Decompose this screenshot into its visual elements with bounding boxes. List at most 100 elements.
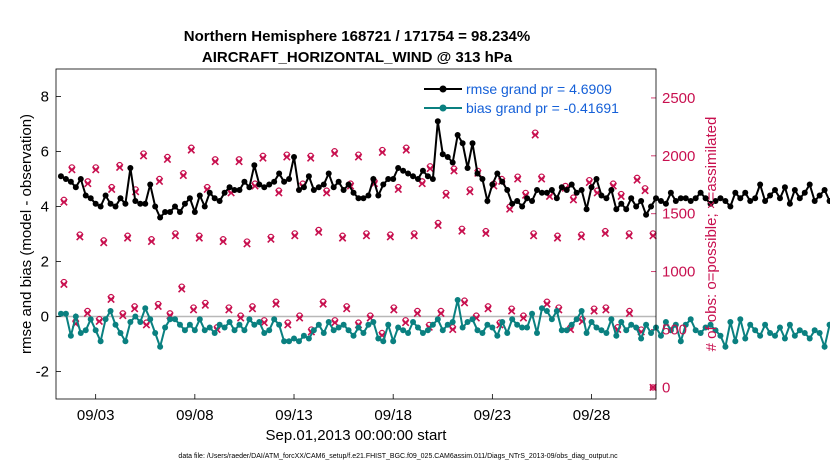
obs-assimilated-marker: [448, 325, 457, 334]
bias-point: [405, 330, 412, 336]
rmse-point: [92, 200, 99, 207]
rmse-point: [826, 198, 830, 204]
rmse-point: [529, 198, 536, 204]
obs-assimilated-marker: [163, 155, 172, 164]
rmse-point: [613, 206, 620, 213]
x-tick-label: 09/08: [176, 407, 214, 424]
obs-assimilated-marker: [243, 240, 251, 248]
rmse-point: [801, 189, 808, 196]
chart-title-line1: Northern Hemisphere 168721 / 171754 = 98…: [184, 28, 530, 45]
rmse-point: [57, 173, 64, 180]
bias-point: [717, 332, 724, 339]
rmse-point: [474, 170, 481, 177]
rmse-point: [375, 192, 382, 199]
data-file-footer: data file: /Users/raeder/DAI/ATM_forcXX/…: [178, 453, 618, 460]
bias-point: [662, 319, 669, 325]
rmse-point: [583, 206, 590, 213]
obs-assimilated-marker: [390, 306, 398, 314]
bias-point: [345, 327, 352, 334]
obs-assimilated-marker: [362, 231, 371, 240]
bias-point: [687, 316, 694, 323]
rmse-point: [241, 178, 248, 185]
y-left-axis-label: rmse and bias (model - observation): [18, 114, 35, 354]
bias-point: [261, 330, 268, 336]
obs-assimilated-marker: [306, 154, 315, 162]
y-left-tick-label: 8: [41, 89, 49, 106]
bias-point: [107, 308, 114, 314]
bias-point: [449, 319, 456, 325]
obs-assimilated-marker: [601, 229, 610, 238]
obs-assimilated-marker: [139, 152, 148, 160]
bias-point: [340, 321, 347, 328]
bias-point: [791, 332, 798, 339]
bias-point: [657, 332, 664, 339]
bias-point: [77, 330, 84, 336]
rmse-point: [266, 181, 273, 188]
rmse-point: [752, 195, 759, 202]
rmse-point: [811, 198, 818, 204]
rmse-bias-series: [57, 118, 830, 351]
legend-bias-marker: [439, 104, 447, 112]
bias-point: [489, 324, 496, 331]
rmse-point: [221, 189, 228, 196]
obs-assimilated-marker: [529, 231, 538, 240]
rmse-point: [355, 195, 362, 202]
obs-assimilated-marker: [442, 191, 450, 199]
y-right-tick-label: 1000: [662, 264, 695, 281]
rmse-point: [479, 176, 486, 182]
rmse-point: [548, 187, 555, 193]
rmse-point: [231, 187, 238, 193]
rmse-point: [514, 198, 521, 204]
bias-point: [286, 338, 293, 345]
legend-rmse-label: rmse grand pr = 4.6909: [466, 81, 612, 97]
obs-assimilated-marker: [378, 148, 387, 157]
rmse-point: [167, 209, 174, 215]
rmse-point: [325, 170, 332, 177]
rmse-point: [172, 203, 179, 210]
rmse-point: [623, 206, 630, 213]
rmse-point: [360, 195, 367, 202]
obs-assimilated-marker: [633, 176, 641, 184]
bias-point: [727, 319, 734, 325]
bias-point: [395, 324, 402, 331]
obs-assimilated-marker: [99, 238, 108, 247]
bias-point: [370, 319, 377, 325]
obs-assimilated-marker: [394, 185, 403, 194]
bias-point: [747, 321, 754, 328]
rmse-point: [410, 173, 417, 180]
rmse-point: [380, 181, 387, 188]
obs-assimilated-marker: [291, 231, 299, 240]
rmse-point: [236, 187, 243, 193]
rmse-point: [449, 159, 456, 166]
bias-point: [811, 327, 818, 334]
bias-point: [533, 330, 540, 336]
rmse-point: [821, 187, 828, 193]
y-left-tick-label: 6: [41, 144, 49, 161]
rmse-point: [365, 192, 372, 199]
rmse-point: [181, 200, 188, 207]
rmse-point: [152, 203, 159, 210]
obs-assimilated-marker: [434, 221, 442, 230]
obs-assimilated-marker: [236, 314, 245, 322]
bias-point: [479, 330, 486, 336]
bias-point: [320, 330, 327, 336]
rmse-point: [553, 195, 560, 202]
bias-point: [702, 324, 709, 331]
rmse-point: [628, 195, 635, 202]
bias-point: [568, 321, 575, 328]
rmse-point: [588, 184, 595, 191]
bias-point: [191, 327, 198, 334]
bias-point: [722, 343, 729, 350]
obs-assimilated-marker: [130, 304, 139, 313]
bias-point: [62, 310, 69, 317]
bias-point: [573, 316, 580, 323]
rmse-point: [211, 195, 218, 202]
y-left-tick-labels: -2 0 2 4 6 8: [36, 89, 49, 381]
obs-assimilated-marker: [179, 171, 188, 180]
rmse-point: [593, 176, 600, 182]
rmse-point: [315, 184, 322, 191]
bias-point: [439, 327, 446, 334]
rmse-point: [147, 181, 154, 188]
bias-point: [519, 324, 526, 331]
obs-assimilated-marker: [458, 227, 466, 235]
